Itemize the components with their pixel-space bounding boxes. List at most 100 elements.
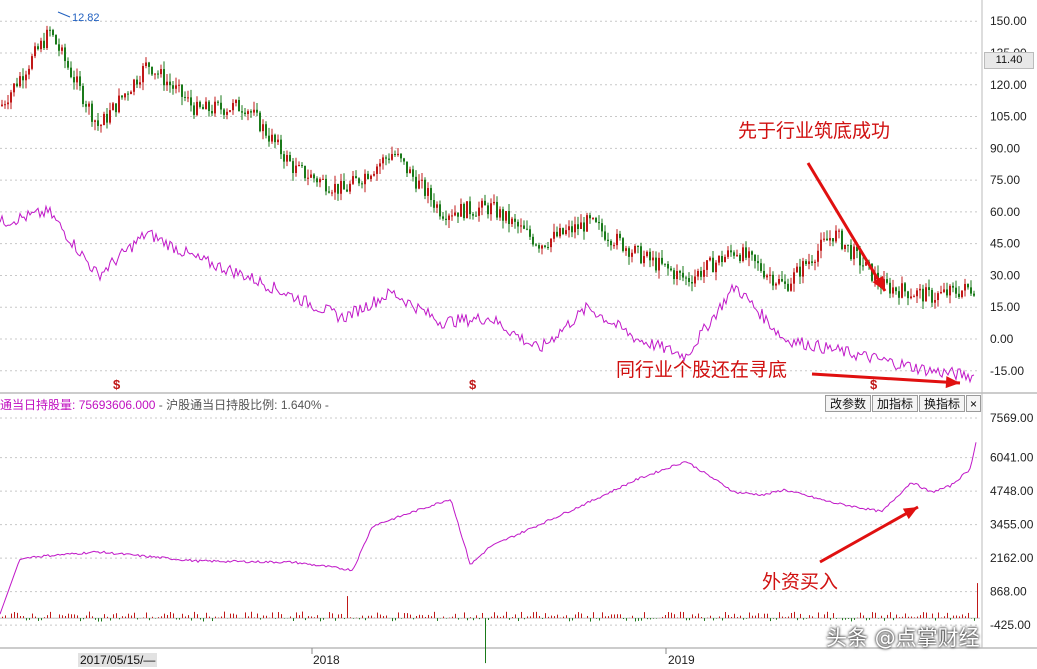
flow-bar [710,615,711,619]
flow-bar [488,618,489,621]
candle-body [250,111,252,113]
flow-bar [872,612,873,619]
candle-body [79,76,81,86]
flow-bar [362,615,363,619]
flow-bar [224,611,225,619]
flow-bar [926,612,927,619]
candle-body [724,256,726,263]
candle-body [214,101,216,114]
candle-body [838,230,840,232]
candle-body [310,174,312,178]
candle-body [958,293,960,298]
candle-body [697,270,699,277]
edit-params-button[interactable]: 改参数 [825,395,872,412]
candle-body [706,260,708,270]
candle-body [163,69,165,86]
candle-body [682,272,684,278]
flow-bar [956,615,957,619]
flow-bar [119,618,120,620]
candle-body [961,290,963,298]
candle-body [631,252,633,257]
candle-body [481,200,483,208]
candle-body [937,293,939,301]
flow-bar [653,618,654,619]
flow-bar [665,615,666,619]
candle-body [268,135,270,142]
candle-body [574,224,576,233]
close-icon[interactable]: × [966,395,981,412]
flow-bar [176,618,177,620]
flow-bar [86,615,87,619]
candle-body [289,155,291,162]
flow-bar [674,614,675,619]
flow-bar [290,616,291,619]
candle-body [4,104,6,106]
flow-bar [308,616,309,619]
flow-bar [779,612,780,619]
candle-body [658,257,660,271]
flow-bar [569,618,570,622]
candle-body [184,96,186,98]
flow-bar [65,616,66,619]
candle-body [454,212,456,216]
candle-body [802,261,804,277]
candle-body [7,102,9,105]
flow-bar [131,615,132,619]
flow-bar [179,618,180,620]
candle-body [370,175,372,179]
flow-bar [149,618,150,621]
candle-body [235,100,237,103]
flow-bar [35,616,36,619]
candle-body [58,44,60,51]
candle-body [361,183,363,185]
candle-body [451,215,453,217]
arrow-foreign-buy [819,505,919,564]
candle-body [187,97,189,99]
flow-bar [578,612,579,619]
flow-bar [365,618,366,621]
add-indicator-button[interactable]: 加指标 [872,395,919,412]
flow-bar [188,615,189,619]
candle-body [643,256,645,264]
flow-bar [602,612,603,619]
flow-bar [284,618,285,619]
candle-body [703,269,705,277]
candle-body [847,244,849,246]
flow-bar [353,618,354,619]
flow-bar [485,618,486,664]
flow-bar [215,616,216,619]
candle-body [946,289,948,296]
swap-indicator-button[interactable]: 换指标 [919,395,966,412]
flow-bar [134,612,135,619]
candle-body [124,93,126,98]
flow-bar [455,613,456,619]
candle-body [400,153,402,159]
candle-body [166,81,168,86]
flow-bar [422,615,423,619]
candle-body [841,230,843,249]
candle-body [88,103,90,107]
flow-bar [278,612,279,619]
candle-body [952,285,954,288]
candle-body [493,201,495,204]
candle-body [157,73,159,75]
candle-body [100,125,102,127]
flow-bar [743,618,744,620]
price-tick-label: 105.00 [990,110,1027,124]
flow-bar [683,612,684,619]
dividend-marker: $ [870,377,878,392]
flow-bar [782,616,783,619]
candle-body [10,92,12,103]
candle-body [121,95,123,98]
holding-tick-label: 6041.00 [990,451,1034,465]
candle-body [286,155,288,162]
candle-body [916,290,918,297]
flow-bar [380,614,381,619]
flow-bar [599,618,600,621]
candle-body [865,261,867,266]
candle-body [367,173,369,179]
candle-body [508,211,510,225]
flow-bar [428,614,429,619]
candle-body [421,179,423,181]
candle-body [640,246,642,264]
